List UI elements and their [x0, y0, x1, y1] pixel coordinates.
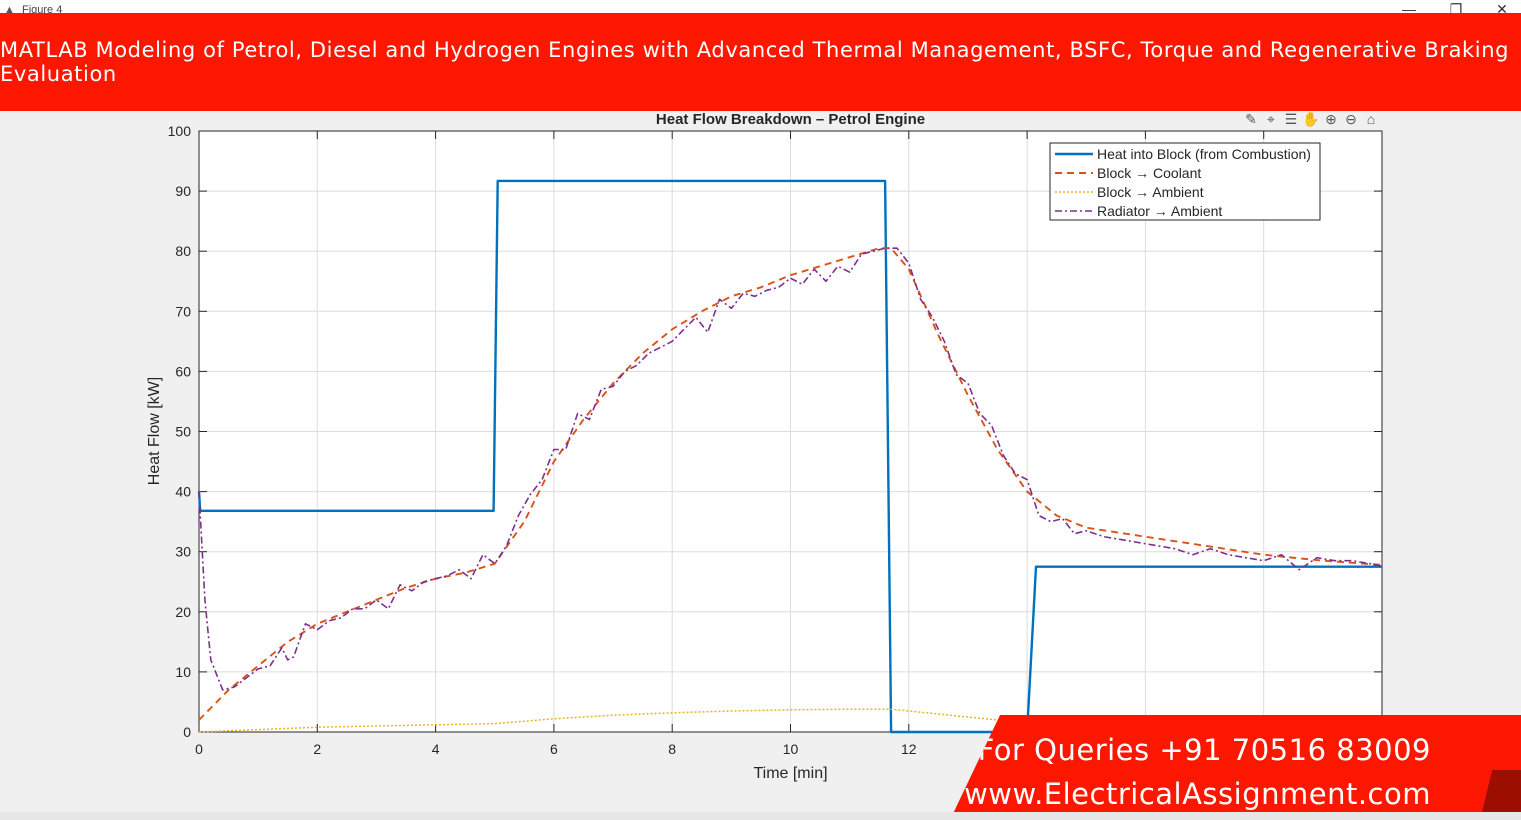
y-tick-label: 50 [175, 424, 191, 440]
x-tick-label: 12 [901, 741, 917, 757]
close-button[interactable]: ✕ [1496, 1, 1508, 17]
data-tip-icon[interactable]: ⌖ [1267, 111, 1275, 127]
y-tick-label: 70 [175, 303, 191, 319]
y-tick-label: 10 [175, 664, 191, 680]
y-axis-label: Heat Flow [kW] [146, 377, 163, 485]
chart-series [197, 179, 1383, 734]
y-tick-label: 60 [175, 363, 191, 379]
contact-website[interactable]: www.ElectricalAssignment.com [964, 777, 1431, 811]
figure-bottom-edge [0, 812, 1521, 820]
chart-legend[interactable]: Heat into Block (from Combustion) Block →… [1049, 142, 1321, 221]
series-line-4 [198, 247, 1383, 691]
title-banner: MATLAB Modeling of Petrol, Diesel and Hy… [0, 13, 1521, 111]
contact-phone: For Queries +91 70516 83009 [977, 733, 1431, 767]
y-tick-label: 30 [175, 544, 191, 560]
legend-entries: Heat into Block (from Combustion) Block →… [1055, 146, 1311, 219]
x-tick-label: 2 [313, 741, 321, 757]
x-tick-label: 6 [550, 741, 558, 757]
legend-label: Heat into Block (from Combustion) [1097, 146, 1311, 162]
series-line-3 [198, 708, 998, 733]
chart-tick-labels: 0 2 4 6 8 10 12 0 10 20 30 40 50 60 70 80 90 100 [168, 123, 917, 757]
axes-toolbar: ✎ ⌖ ☰ ✋ ⊕ ⊖ ⌂ [1242, 110, 1387, 130]
x-tick-label: 10 [783, 741, 799, 757]
zoom-in-icon[interactable]: ⊕ [1325, 111, 1337, 127]
y-tick-label: 20 [175, 604, 191, 620]
y-tick-label: 0 [183, 724, 191, 740]
pan-icon[interactable]: ✋ [1302, 111, 1320, 127]
zoom-out-icon[interactable]: ⊖ [1345, 111, 1357, 127]
home-icon[interactable]: ⌂ [1366, 111, 1376, 127]
legend-icon[interactable]: ☰ [1284, 111, 1298, 127]
x-tick-label: 8 [668, 741, 676, 757]
y-tick-label: 80 [175, 243, 191, 259]
y-tick-label: 40 [175, 484, 191, 500]
x-tick-label: 4 [432, 741, 440, 757]
chart-title: Heat Flow Breakdown – Petrol Engine [656, 111, 925, 128]
x-tick-label: 0 [195, 741, 203, 757]
y-tick-label: 100 [168, 123, 192, 139]
legend-label: Block → Ambient [1097, 184, 1204, 200]
x-axis-label: Time [min] [753, 765, 827, 782]
banner-title: MATLAB Modeling of Petrol, Diesel and Hy… [0, 38, 1510, 86]
legend-label: Radiator → Ambient [1097, 203, 1222, 219]
chart-grid [199, 131, 1382, 732]
contact-badge: For Queries +91 70516 83009 www.Electric… [950, 715, 1521, 820]
series-line-2 [198, 247, 1383, 721]
legend-label: Block → Coolant [1097, 165, 1201, 181]
series-line-1 [197, 179, 1382, 734]
brush-icon[interactable]: ✎ [1245, 111, 1257, 127]
y-tick-label: 90 [175, 183, 191, 199]
matlab-figure-icon: ▲ [4, 4, 15, 16]
